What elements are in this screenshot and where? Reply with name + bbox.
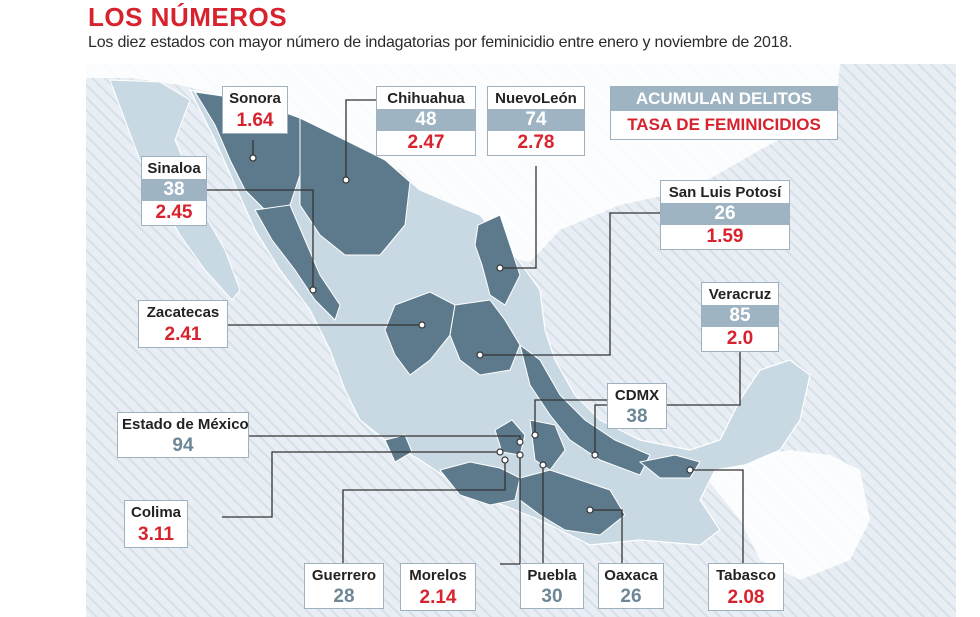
state-count: 85: [702, 305, 778, 327]
state-name: Veracruz: [708, 286, 772, 303]
state-rate: 3.11: [138, 524, 174, 545]
legend-rate-label: TASA DE FEMINICIDIOS: [627, 115, 821, 134]
state-count: 28: [333, 586, 355, 607]
state-name: Tabasco: [716, 567, 776, 584]
state-edomex: [494, 419, 526, 456]
state-name: Chihuahua: [387, 90, 465, 107]
state-oaxaca: [519, 469, 626, 536]
state-count: 38: [142, 179, 206, 201]
card-slp: San Luis Potosí 26 1.59: [660, 180, 790, 250]
card-veracruz: Veracruz 85 2.0: [701, 282, 779, 352]
legend-count-label: ACUMULAN DELITOS: [611, 87, 837, 111]
state-name: Estado de México: [122, 416, 249, 433]
card-oaxaca: Oaxaca 26: [598, 563, 664, 609]
card-sonora: Sonora 1.64: [222, 86, 288, 134]
card-chihuahua: Chihuahua 48 2.47: [376, 86, 476, 156]
state-guerrero: [439, 461, 521, 506]
state-name: Puebla: [527, 567, 577, 584]
state-count: 26: [620, 586, 642, 607]
state-name: Sonora: [229, 90, 281, 107]
card-tabasco: Tabasco 2.08: [708, 563, 784, 611]
state-rate: 1.59: [706, 226, 744, 247]
state-rate: 2.14: [419, 587, 457, 608]
state-count: 48: [377, 109, 475, 131]
state-nuevoleon: [474, 214, 521, 306]
state-count: 94: [172, 435, 194, 456]
leader-dots: [249, 154, 694, 514]
card-puebla: Puebla 30: [520, 563, 584, 609]
state-rate: 2.78: [517, 132, 555, 153]
state-rate: 2.45: [155, 202, 193, 223]
state-rate: 2.47: [407, 132, 445, 153]
state-name: CDMX: [614, 387, 660, 404]
state-name: Colima: [130, 504, 181, 521]
state-name: Morelos: [409, 567, 467, 584]
card-colima: Colima 3.11: [124, 500, 188, 548]
card-cdmx: CDMX 38: [607, 383, 667, 429]
state-rate: 1.64: [236, 110, 274, 131]
page-subtitle: Los diez estados con mayor número de ind…: [88, 34, 793, 51]
state-slp: [449, 299, 521, 376]
mexico-map: [86, 64, 956, 617]
map-legend: ACUMULAN DELITOS TASA DE FEMINICIDIOS: [610, 86, 838, 140]
state-count: 30: [541, 586, 563, 607]
state-puebla: [529, 419, 566, 471]
state-count: 26: [661, 203, 789, 225]
state-name: Oaxaca: [604, 567, 658, 584]
state-rate: 2.08: [727, 587, 765, 608]
state-zacatecas: [384, 291, 456, 376]
state-count: 38: [626, 406, 648, 427]
state-name: NuevoLeón: [495, 90, 577, 107]
state-count: 74: [488, 109, 584, 131]
card-zacatecas: Zacatecas 2.41: [138, 300, 228, 348]
card-nuevoleon: NuevoLeón 74 2.78: [487, 86, 585, 156]
card-morelos: Morelos 2.14: [400, 563, 476, 611]
state-sinaloa: [254, 204, 341, 321]
state-chihuahua: [299, 117, 411, 256]
state-name: San Luis Potosí: [668, 184, 782, 201]
page-title: LOS NÚMEROS: [88, 2, 288, 32]
state-name: Zacatecas: [146, 304, 220, 321]
card-edomex: Estado de México 94: [117, 412, 249, 458]
state-rate: 2.41: [164, 324, 202, 345]
state-rate: 2.0: [726, 328, 754, 349]
card-guerrero: Guerrero 28: [304, 563, 384, 609]
state-name: Guerrero: [311, 567, 377, 584]
state-name: Sinaloa: [147, 160, 201, 177]
card-sinaloa: Sinaloa 38 2.45: [141, 156, 207, 226]
